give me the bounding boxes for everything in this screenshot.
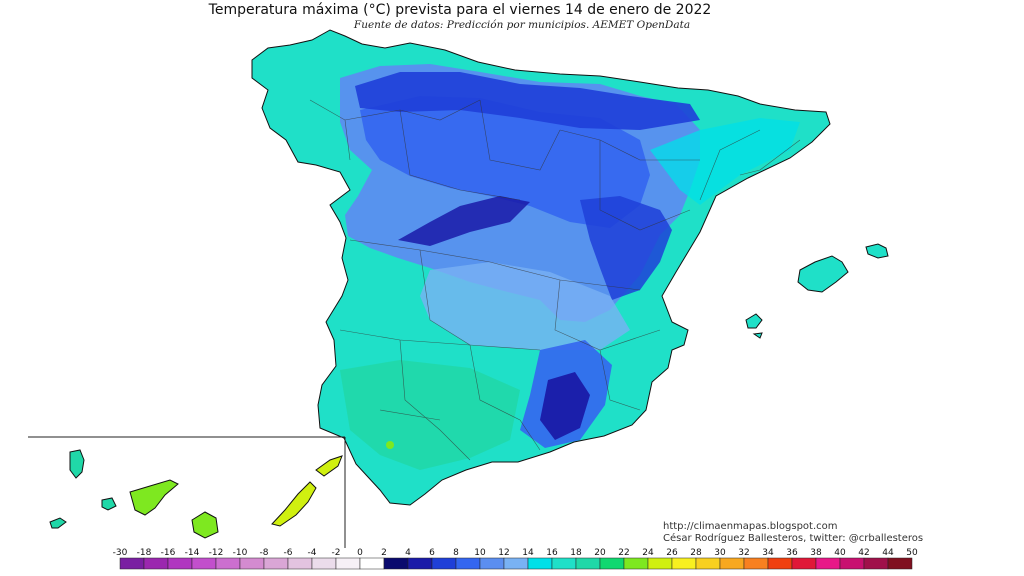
legend-tick-label: 32 xyxy=(738,548,749,558)
province-borders xyxy=(309,99,801,461)
legend-swatch xyxy=(167,557,193,570)
legend-swatch xyxy=(335,557,361,570)
credit-author: César Rodríguez Ballesteros, twitter: @c… xyxy=(663,533,924,544)
legend-tick-label: 40 xyxy=(834,548,846,558)
legend-swatch xyxy=(671,557,697,570)
warm-spot xyxy=(386,441,394,449)
legend-tick-label: 2 xyxy=(381,548,387,558)
map-title: Temperatura máxima (°C) prevista para el… xyxy=(208,2,712,18)
legend-tick-label: -18 xyxy=(137,548,152,558)
legend-swatch xyxy=(551,557,577,570)
legend-swatch xyxy=(695,557,721,570)
legend-swatch xyxy=(431,557,457,570)
guadalquivir-zone xyxy=(340,360,520,470)
legend-swatch xyxy=(503,557,529,570)
legend-tick-label: 34 xyxy=(762,548,774,558)
legend-tick-label: 12 xyxy=(498,548,509,558)
legend-tick-label: 6 xyxy=(429,548,435,558)
legend-swatch xyxy=(599,557,625,570)
canary-inset xyxy=(28,436,346,548)
la-mancha-zone xyxy=(420,262,630,350)
legend-tick-label: 24 xyxy=(642,548,654,558)
ibiza-island xyxy=(745,313,763,329)
ebro-valley-zone xyxy=(650,118,800,205)
sierra-nevada-zone xyxy=(540,372,590,440)
legend-swatch xyxy=(479,557,505,570)
legend-tick-label: 30 xyxy=(714,548,726,558)
map-subtitle: Fuente de datos: Predicción por municipi… xyxy=(353,19,691,31)
legend-tick-label: -2 xyxy=(332,548,341,558)
legend-tick-label: 14 xyxy=(522,548,534,558)
central-cold-zone xyxy=(360,96,650,228)
legend-tick-label: 28 xyxy=(690,548,702,558)
legend-swatch xyxy=(263,557,289,570)
legend-tick-label: 22 xyxy=(618,548,629,558)
legend-swatch xyxy=(815,557,841,570)
gran-canaria-island xyxy=(191,511,219,539)
tenerife-island xyxy=(129,479,179,516)
legend-tick-label: -12 xyxy=(209,548,224,558)
legend-tick-label: -14 xyxy=(185,548,200,558)
legend-swatch xyxy=(239,557,265,570)
legend-swatch xyxy=(767,557,793,570)
formentera-island xyxy=(752,332,763,339)
legend-swatch xyxy=(623,557,649,570)
credit-url: http://climaenmapas.blogspot.com xyxy=(663,521,838,532)
legend-swatch xyxy=(839,557,865,570)
legend-tick-label: 36 xyxy=(786,548,798,558)
central-system-zone xyxy=(398,196,530,246)
fuerteventura-island xyxy=(271,481,317,527)
legend-swatch xyxy=(887,557,913,570)
legend-tick-label: 4 xyxy=(405,548,411,558)
legend-ticks: -30 -18 -16 -14 -12 -10 -8 -6 -4 -2 0 2 4 6 8 10 12 14 16 1… xyxy=(113,548,918,558)
legend-tick-label: 50 xyxy=(906,548,918,558)
legend-swatch xyxy=(311,557,337,570)
legend-tick-label: 42 xyxy=(858,548,869,558)
legend-swatch xyxy=(719,557,745,570)
legend-swatch xyxy=(743,557,769,570)
legend-tick-label: 26 xyxy=(666,548,678,558)
legend-swatch xyxy=(791,557,817,570)
la-gomera-island xyxy=(101,497,117,511)
legend-swatch xyxy=(143,557,169,570)
legend-tick-label: 10 xyxy=(474,548,486,558)
legend-tick-label: 38 xyxy=(810,548,822,558)
iberian-system-zone xyxy=(580,196,672,300)
legend-tick-label: -4 xyxy=(308,548,317,558)
legend-tick-label: 8 xyxy=(453,548,459,558)
legend-tick-label: 44 xyxy=(882,548,894,558)
legend-swatch xyxy=(407,557,433,570)
legend-swatch xyxy=(647,557,673,570)
lanzarote-island xyxy=(315,455,343,477)
legend-tick-label: 0 xyxy=(357,548,363,558)
legend-tick-label: 20 xyxy=(594,548,606,558)
legend-swatch xyxy=(863,557,889,570)
el-hierro-island xyxy=(49,517,67,529)
legend-swatch xyxy=(215,557,241,570)
legend-tick-label: -10 xyxy=(233,548,248,558)
legend-swatch xyxy=(455,557,481,570)
legend-swatch xyxy=(359,557,385,570)
legend-tick-label: 18 xyxy=(570,548,582,558)
legend-swatch xyxy=(575,557,601,570)
legend-swatch xyxy=(383,557,409,570)
legend-tick-label: -30 xyxy=(113,548,128,558)
legend-swatch xyxy=(119,557,145,570)
legend-tick-label: -16 xyxy=(161,548,176,558)
la-palma-island xyxy=(69,449,85,479)
cantabrian-range-zone xyxy=(355,72,700,130)
legend-swatch xyxy=(527,557,553,570)
legend-tick-label: -8 xyxy=(260,548,269,558)
legend-swatch xyxy=(191,557,217,570)
legend-tick-label: 16 xyxy=(546,548,558,558)
legend-tick-label: -6 xyxy=(284,548,293,558)
legend-swatches xyxy=(119,557,913,570)
legend-swatch xyxy=(287,557,313,570)
mallorca-island xyxy=(797,255,849,293)
menorca-island xyxy=(865,243,889,259)
